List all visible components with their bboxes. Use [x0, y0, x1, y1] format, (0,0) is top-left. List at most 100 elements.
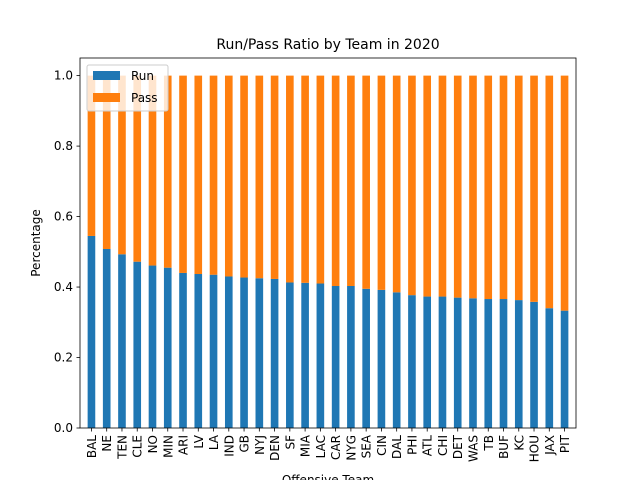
bar-run-cin	[377, 289, 386, 428]
bar-pass-bal	[87, 75, 96, 236]
bar-pass-lv	[194, 75, 203, 275]
legend-swatch-run	[93, 71, 120, 80]
x-tick-label-chi: CHI	[436, 435, 450, 456]
bar-group	[87, 75, 569, 428]
bar-pass-gb	[240, 75, 248, 278]
x-tick-label-no: NO	[146, 435, 160, 453]
bar-run-lac	[316, 283, 325, 428]
bar-pass-phi	[408, 75, 416, 296]
x-tick-label-det: DET	[451, 434, 465, 459]
y-tick-label: 0.0	[54, 421, 73, 435]
bar-pass-den	[270, 75, 279, 279]
x-tick-label-gb: GB	[238, 435, 252, 453]
x-tick-label-ind: IND	[222, 435, 236, 457]
bar-pass-was	[469, 75, 477, 299]
bar-run-nyj	[255, 278, 264, 428]
bar-run-chi	[438, 296, 447, 428]
bar-run-phi	[408, 295, 416, 428]
legend-label-pass: Pass	[131, 91, 158, 105]
x-tick-label-cin: CIN	[375, 435, 389, 456]
bar-run-no	[148, 265, 157, 428]
bar-run-pit	[560, 310, 569, 428]
x-tick-label-phi: PHI	[405, 435, 419, 455]
bar-run-atl	[423, 296, 432, 428]
legend-swatch-pass	[93, 93, 120, 102]
x-tick-label-car: CAR	[329, 435, 343, 460]
bar-pass-pit	[560, 75, 569, 311]
x-tick-label-dal: DAL	[390, 435, 404, 459]
bar-pass-ind	[224, 75, 233, 277]
axes-frame	[79, 57, 577, 429]
bar-pass-mia	[301, 75, 309, 283]
x-tick-label-hou: HOU	[528, 435, 542, 462]
bar-pass-nyg	[347, 75, 355, 286]
bar-pass-tb	[484, 75, 493, 300]
x-tick-label-tb: TB	[482, 435, 496, 452]
x-tick-label-sf: SF	[283, 435, 297, 450]
y-tick-label: 0.4	[54, 280, 73, 294]
chart-title: Run/Pass Ratio by Team in 2020	[216, 37, 439, 53]
y-axis-label: Percentage	[29, 209, 43, 277]
y-tick-label: 1.0	[54, 69, 73, 83]
bar-pass-ari	[179, 75, 187, 273]
bar-pass-no	[148, 75, 157, 266]
y-tick-label: 0.6	[54, 210, 73, 224]
x-tick-label-nyj: NYJ	[253, 435, 267, 455]
bar-run-lv	[194, 274, 203, 428]
bar-pass-min	[163, 75, 172, 268]
bar-run-den	[270, 278, 279, 428]
bar-pass-dal	[392, 75, 401, 293]
bar-run-min	[163, 267, 172, 428]
bar-pass-jax	[545, 75, 554, 309]
x-tick-label-jax: JAX	[543, 435, 557, 456]
bar-pass-ne	[102, 75, 111, 249]
bar-run-ten	[118, 254, 126, 428]
bar-pass-lac	[316, 75, 325, 284]
bar-pass-atl	[423, 75, 432, 297]
bar-run-gb	[240, 277, 248, 428]
bar-run-tb	[484, 299, 493, 428]
x-tick-label-atl: ATL	[421, 435, 435, 457]
x-axis-label: Offensive Team	[282, 473, 374, 480]
x-tick-label-nyg: NYG	[344, 435, 358, 461]
bar-pass-sf	[286, 75, 294, 283]
y-tick-label: 0.8	[54, 139, 73, 153]
bar-pass-buf	[499, 75, 508, 300]
bar-pass-cin	[377, 75, 386, 290]
bar-pass-chi	[438, 75, 447, 297]
bar-pass-kc	[514, 75, 523, 301]
x-tick-label-lv: LV	[192, 434, 206, 448]
bar-run-jax	[545, 308, 554, 428]
bar-run-sea	[362, 288, 370, 428]
bar-run-ari	[179, 272, 187, 428]
bar-run-hou	[530, 301, 538, 428]
x-tick-label-pit: PIT	[558, 434, 572, 453]
bar-run-cle	[133, 261, 142, 428]
x-tick-label-kc: KC	[512, 435, 526, 451]
bar-pass-det	[453, 75, 462, 298]
x-tick-label-buf: BUF	[497, 435, 511, 459]
y-axis: 0.0 0.2 0.4 0.6 0.8 1.0	[54, 69, 80, 435]
x-tick-label-lac: LAC	[314, 435, 328, 458]
x-tick-label-was: WAS	[466, 435, 480, 462]
bar-run-mia	[301, 282, 309, 428]
bar-run-la	[209, 274, 218, 428]
bar-run-nyg	[347, 285, 355, 428]
x-axis: BAL NE TEN CLE NO MIN ARI LV LA IND GB NYJ DEN SF MIA L…	[85, 428, 572, 462]
bar-run-car	[331, 285, 340, 428]
x-tick-label-cle: CLE	[131, 435, 145, 458]
legend-label-run: Run	[131, 69, 154, 83]
bar-pass-nyj	[255, 75, 264, 279]
bar-pass-hou	[530, 75, 538, 302]
bar-pass-car	[331, 75, 340, 286]
y-tick-label: 0.2	[54, 351, 73, 365]
x-tick-label-ten: TEN	[115, 435, 129, 460]
x-tick-label-mia: MIA	[299, 434, 313, 457]
x-tick-label-bal: BAL	[85, 435, 99, 458]
bar-pass-cle	[133, 75, 142, 262]
x-tick-label-la: LA	[207, 434, 221, 450]
x-tick-label-den: DEN	[268, 435, 282, 461]
bar-run-buf	[499, 299, 508, 428]
bar-run-ind	[224, 276, 233, 428]
